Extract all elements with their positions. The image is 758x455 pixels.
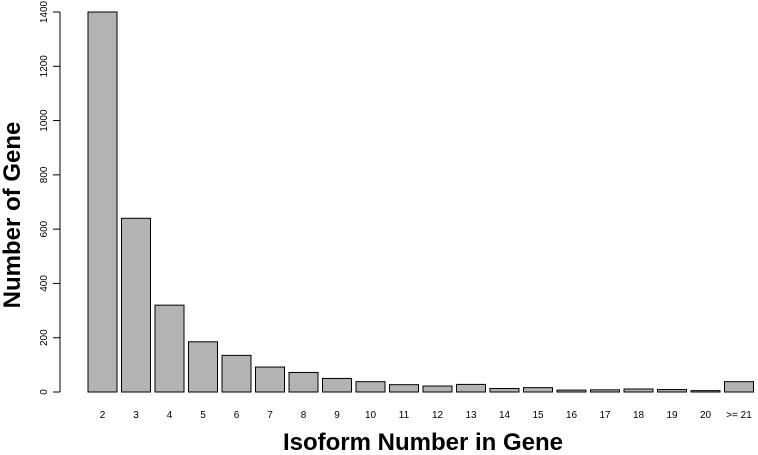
- bar-20: [690, 390, 721, 393]
- x-tick-label: 19: [666, 410, 678, 421]
- y-tick-label: 1400: [39, 0, 50, 23]
- bar-9: [322, 377, 352, 393]
- bar-14: [489, 387, 520, 393]
- x-tick-label: 11: [399, 410, 410, 421]
- x-tick-label: 5: [200, 410, 206, 421]
- y-tick-label: 0: [39, 389, 50, 395]
- bar-4: [154, 304, 185, 393]
- x-tick-label: 2: [100, 410, 106, 421]
- y-ticks-group: 0 200 400 600 800 1000 1200 1400: [39, 0, 60, 395]
- bar-18: [623, 388, 654, 393]
- bar-21: [724, 381, 754, 393]
- x-tick-label: 15: [532, 410, 544, 421]
- x-tick-label: 4: [167, 410, 173, 421]
- y-tick-label: 1200: [39, 55, 50, 78]
- y-axis-label: Number of Gene: [0, 122, 26, 309]
- x-tick-label: 6: [234, 410, 240, 421]
- x-tick-label: 17: [599, 410, 611, 421]
- bar-3: [121, 217, 151, 393]
- bar-19: [657, 389, 687, 393]
- x-tick-label: 14: [499, 410, 511, 421]
- x-ticks-group: 2 3 4 5 6 7 8 9 10 11 12 13 14 15 16 17 18 19 20 >= 21: [100, 410, 753, 421]
- y-tick-label: 800: [39, 166, 50, 183]
- x-tick-label: 18: [633, 410, 645, 421]
- bar-15: [523, 387, 553, 393]
- bar-10: [355, 381, 386, 393]
- y-tick-label: 1000: [39, 109, 50, 132]
- x-tick-label: 8: [301, 410, 307, 421]
- x-axis-label: Isoform Number in Gene: [283, 429, 563, 455]
- bar-6: [221, 354, 252, 393]
- bar-11: [389, 384, 419, 393]
- bars-group: [87, 11, 754, 393]
- x-tick-label: >= 21: [726, 410, 752, 421]
- x-tick-label: 10: [365, 410, 377, 421]
- x-tick-label: 16: [566, 410, 578, 421]
- y-tick-label: 200: [39, 329, 50, 346]
- x-tick-label: 13: [465, 410, 477, 421]
- x-tick-label: 9: [334, 410, 340, 421]
- bar-7: [255, 366, 285, 393]
- bar-2: [87, 11, 118, 393]
- bar-17: [590, 389, 620, 393]
- bar-8: [288, 371, 319, 393]
- x-tick-label: 7: [267, 410, 273, 421]
- bar-13: [456, 383, 486, 393]
- bar-5: [188, 341, 218, 393]
- x-tick-label: 12: [432, 410, 444, 421]
- bar-12: [422, 385, 453, 393]
- bar-16: [556, 389, 587, 393]
- x-tick-label: 20: [700, 410, 712, 421]
- y-tick-label: 600: [39, 220, 50, 237]
- x-tick-label: 3: [133, 410, 139, 421]
- y-tick-label: 400: [39, 275, 50, 292]
